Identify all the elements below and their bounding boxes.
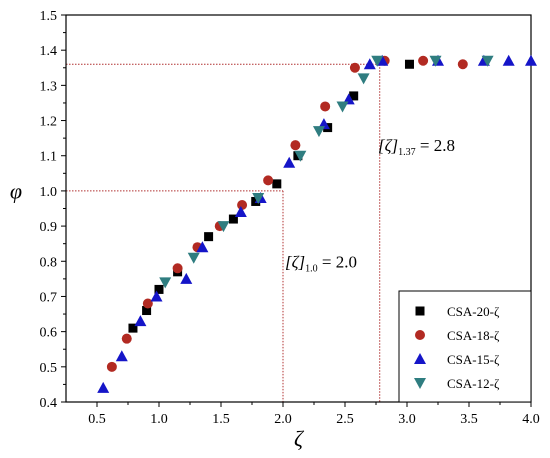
x-tick-label: 3.5 xyxy=(460,412,478,427)
y-axis: 0.4 0.5 0.6 0.7 0.8 0.9 1.0 1.1 1.2 1.3 1.4 1.5 xyxy=(40,9,66,411)
data-point xyxy=(217,221,230,233)
series-1 xyxy=(128,59,414,333)
x-tick-label: 2.5 xyxy=(336,412,354,427)
y-tick-label: 0.7 xyxy=(40,290,58,305)
data-point xyxy=(97,381,110,393)
data-point xyxy=(150,290,163,302)
data-point xyxy=(312,126,325,138)
data-point xyxy=(106,361,117,372)
x-tick-label: 1.0 xyxy=(150,412,168,427)
legend-marker xyxy=(415,330,425,340)
data-point xyxy=(294,150,307,162)
data-point xyxy=(128,323,138,333)
y-tick-label: 0.6 xyxy=(40,326,58,341)
data-point xyxy=(320,101,331,112)
y-tick-label: 0.4 xyxy=(40,396,58,411)
x-axis-title: ζ xyxy=(294,426,305,451)
data-point xyxy=(371,55,384,67)
reference-lines xyxy=(66,63,381,402)
data-point xyxy=(237,199,248,210)
data-point xyxy=(121,333,132,344)
y-tick-label: 1.0 xyxy=(40,185,58,200)
legend-label: CSA-12-ζ xyxy=(447,376,500,391)
y-tick-label: 1.3 xyxy=(40,79,58,94)
legend-marker xyxy=(415,306,425,316)
y-tick-label: 0.5 xyxy=(40,361,58,376)
legend: CSA-20-ζ CSA-18-ζ CSA-15-ζ CSA-12-ζ xyxy=(398,290,532,403)
legend-marker xyxy=(414,353,426,364)
data-point xyxy=(228,214,238,224)
data-point xyxy=(142,298,153,309)
data-point xyxy=(349,91,359,101)
y-axis-title: φ xyxy=(10,179,22,204)
data-point xyxy=(404,59,414,69)
data-point xyxy=(115,350,128,362)
data-point xyxy=(263,175,274,186)
annotations: [ζ]1.0 = 2.0 [ζ]1.37 = 2.8 xyxy=(285,136,455,274)
data-point xyxy=(252,192,265,204)
data-point xyxy=(172,263,183,274)
data-point xyxy=(481,55,494,67)
x-tick-label: 3.0 xyxy=(398,412,416,427)
data-point xyxy=(204,232,214,242)
data-point xyxy=(457,59,468,70)
y-tick-label: 1.1 xyxy=(40,150,58,165)
legend-marker xyxy=(414,378,426,389)
data-point xyxy=(502,54,515,66)
x-tick-label: 1.5 xyxy=(212,412,230,427)
annotation-1: [ζ]1.0 = 2.0 xyxy=(285,252,357,274)
data-point xyxy=(159,277,172,289)
data-point xyxy=(134,315,147,327)
y-tick-label: 1.2 xyxy=(40,115,58,130)
data-point xyxy=(154,284,164,294)
data-point xyxy=(187,252,200,264)
data-point xyxy=(429,55,442,67)
legend-label: CSA-18-ζ xyxy=(447,328,500,343)
data-point xyxy=(180,272,193,284)
annotation-2: [ζ]1.37 = 2.8 xyxy=(378,136,455,158)
x-tick-label: 2.0 xyxy=(274,412,292,427)
data-point xyxy=(357,73,370,85)
x-tick-label: 4.0 xyxy=(522,412,540,427)
data-point xyxy=(234,206,247,218)
data-point xyxy=(283,156,296,168)
y-tick-label: 1.4 xyxy=(40,44,58,59)
data-point xyxy=(290,140,301,151)
y-tick-label: 0.8 xyxy=(40,255,58,270)
y-tick-label: 0.9 xyxy=(40,220,58,235)
data-point xyxy=(196,241,209,253)
legend-label: CSA-15-ζ xyxy=(447,352,500,367)
data-point xyxy=(349,62,360,73)
data-point xyxy=(363,58,376,70)
data-point xyxy=(418,55,429,66)
data-markers xyxy=(97,54,537,393)
y-tick-label: 1.5 xyxy=(40,9,58,24)
data-point xyxy=(272,179,282,189)
data-point xyxy=(142,306,152,316)
data-point xyxy=(336,101,349,113)
legend-label: CSA-20-ζ xyxy=(447,304,500,319)
series-4 xyxy=(159,55,494,289)
data-point xyxy=(525,54,537,66)
x-tick-label: 0.5 xyxy=(88,412,106,427)
x-axis: 0.5 1.0 1.5 2.0 2.5 3.0 3.5 4.0 xyxy=(88,402,540,427)
